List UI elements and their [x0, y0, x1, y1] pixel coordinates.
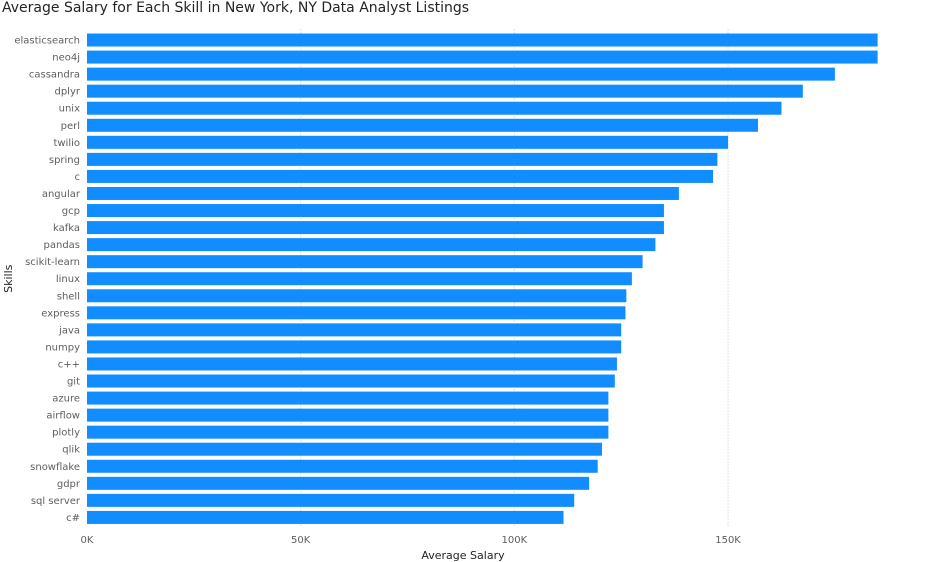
y-tick-label: airflow	[46, 411, 80, 422]
y-tick-label: elasticsearch	[14, 36, 80, 47]
y-tick-label: java	[58, 325, 80, 336]
bar-perl[interactable]	[87, 118, 758, 132]
y-tick-labels: elasticsearch neo4j cassandra dplyr unix perl…	[14, 36, 81, 524]
y-tick-label: git	[67, 377, 80, 388]
y-tick-label: gcp	[62, 206, 80, 217]
y-tick-label: cassandra	[29, 70, 80, 81]
x-tick-labels: 0K 50K 100K 150K	[81, 535, 742, 546]
bar-c-[interactable]	[87, 510, 564, 524]
y-tick-label: c	[75, 172, 81, 183]
y-tick-label: scikit-learn	[25, 257, 80, 268]
bar-snowflake[interactable]	[87, 459, 598, 473]
bar-unix[interactable]	[87, 101, 782, 115]
x-tick-label: 150K	[715, 535, 741, 546]
y-tick-label: numpy	[45, 342, 80, 353]
bar-c-[interactable]	[87, 357, 617, 371]
y-tick-label: qlik	[62, 445, 80, 456]
bar-cassandra[interactable]	[87, 67, 835, 81]
y-tick-label: linux	[56, 274, 80, 285]
chart-title: Average Salary for Each Skill in New Yor…	[2, 0, 470, 16]
y-tick-label: shell	[57, 291, 80, 302]
bar-kafka[interactable]	[87, 221, 664, 235]
bar-qlik[interactable]	[87, 442, 602, 456]
bar-twilio[interactable]	[87, 135, 729, 149]
bar-java[interactable]	[87, 323, 622, 337]
bar-pandas[interactable]	[87, 238, 656, 252]
y-tick-label: c#	[66, 513, 80, 524]
y-tick-label: dplyr	[54, 87, 80, 98]
y-tick-label: twilio	[53, 138, 80, 149]
x-axis-title: Average Salary	[421, 549, 505, 562]
bars	[87, 33, 878, 524]
bar-spring[interactable]	[87, 152, 718, 166]
bar-elasticsearch[interactable]	[87, 33, 878, 47]
bar-neo4j[interactable]	[87, 50, 878, 64]
y-tick-label: neo4j	[52, 53, 80, 64]
bar-gcp[interactable]	[87, 204, 664, 218]
bar-scikit-learn[interactable]	[87, 255, 643, 269]
y-tick-label: kafka	[53, 223, 80, 234]
y-tick-label: unix	[59, 104, 80, 115]
y-tick-label: angular	[42, 189, 81, 200]
y-tick-label: azure	[52, 394, 80, 405]
bar-linux[interactable]	[87, 272, 632, 286]
y-tick-label: sql server	[31, 496, 81, 507]
bar-angular[interactable]	[87, 186, 679, 200]
bar-sql-server[interactable]	[87, 493, 575, 507]
y-tick-label: plotly	[52, 428, 80, 439]
x-tick-label: 50K	[291, 535, 311, 546]
bar-gdpr[interactable]	[87, 476, 590, 490]
x-tick-label: 0K	[81, 535, 94, 546]
y-tick-label: c++	[58, 359, 80, 370]
y-tick-label: snowflake	[30, 462, 80, 473]
y-axis-title: Skills	[2, 264, 15, 293]
bar-numpy[interactable]	[87, 340, 622, 354]
bar-dplyr[interactable]	[87, 84, 803, 98]
x-tick-label: 100K	[502, 535, 528, 546]
bar-airflow[interactable]	[87, 408, 609, 422]
y-tick-label: spring	[49, 155, 80, 166]
bar-azure[interactable]	[87, 391, 609, 405]
y-tick-label: perl	[61, 121, 80, 132]
bar-express[interactable]	[87, 306, 626, 320]
bar-c[interactable]	[87, 169, 714, 183]
bar-plotly[interactable]	[87, 425, 609, 439]
y-tick-label: pandas	[44, 240, 81, 251]
bar-shell[interactable]	[87, 289, 627, 303]
bar-git[interactable]	[87, 374, 615, 388]
y-tick-label: gdpr	[57, 479, 81, 490]
y-tick-label: express	[41, 308, 80, 319]
